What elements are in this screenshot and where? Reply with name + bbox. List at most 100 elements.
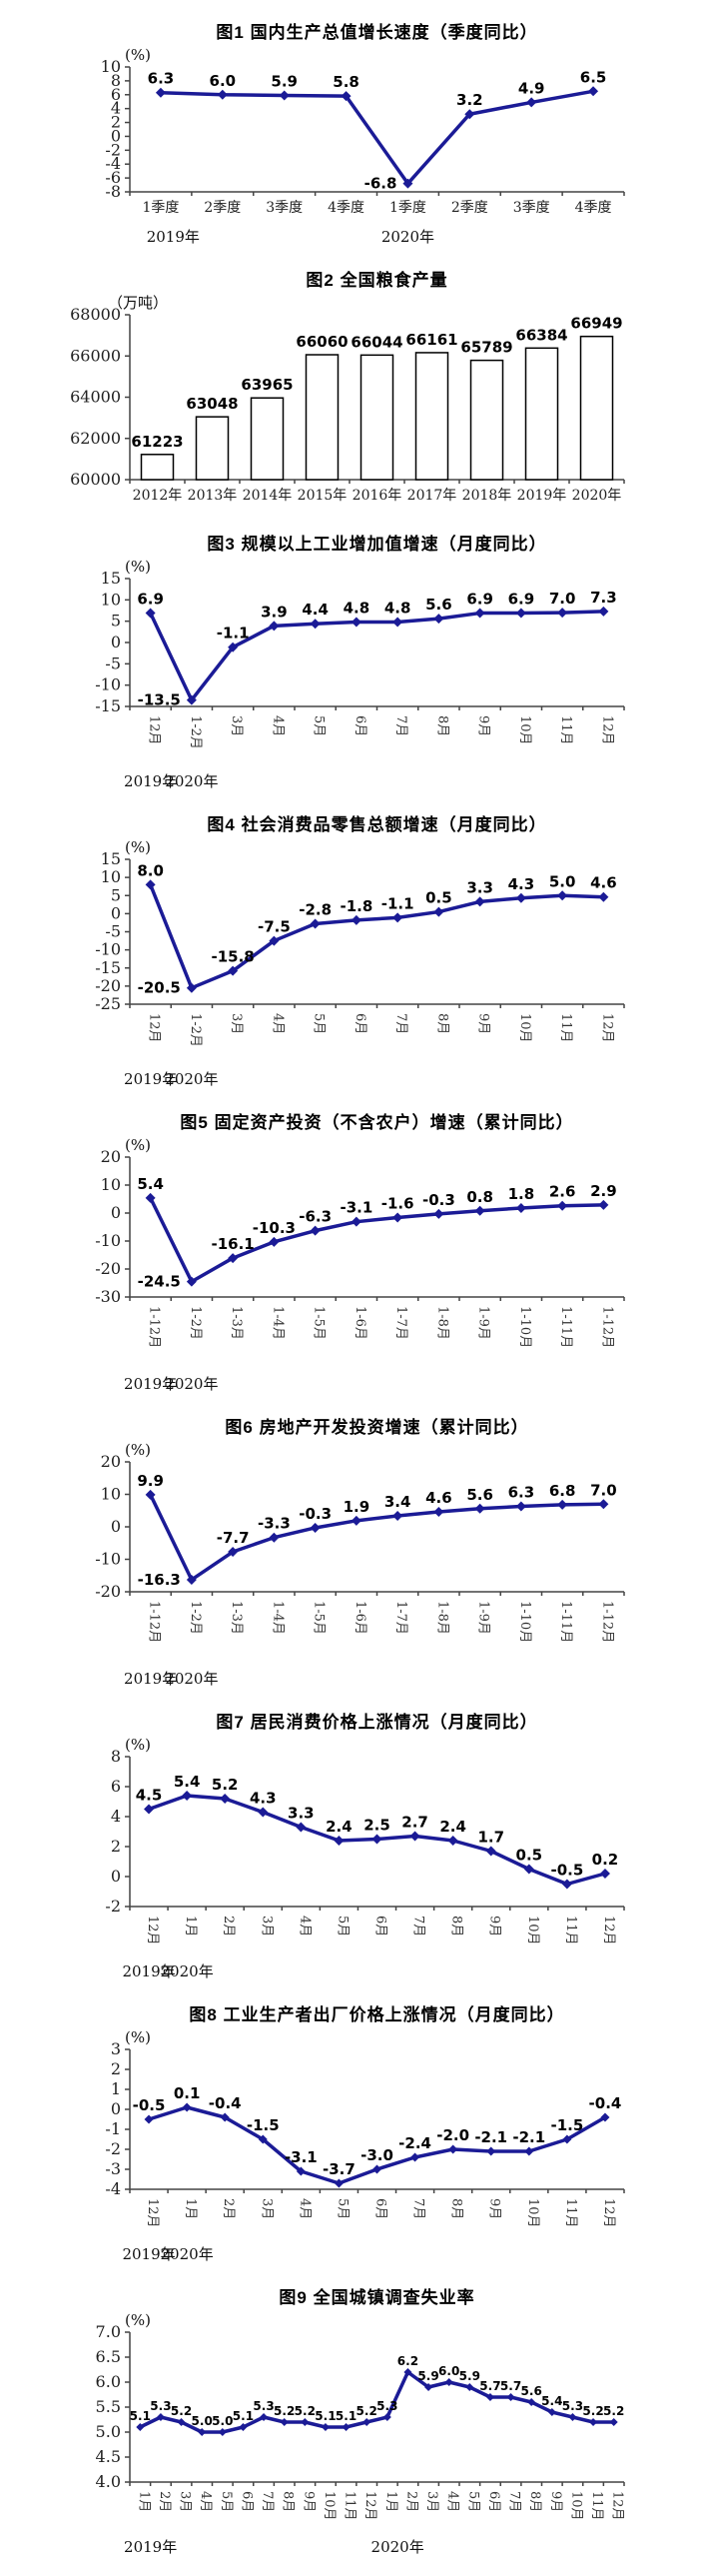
svg-text:3.9: 3.9 [261,603,288,621]
svg-text:5.0: 5.0 [212,2414,233,2428]
svg-text:4.3: 4.3 [250,1790,277,1808]
svg-text:-25: -25 [95,994,121,1013]
svg-text:5.3: 5.3 [376,2399,397,2413]
svg-text:5.2: 5.2 [212,1776,239,1794]
svg-text:1-8月: 1-8月 [434,1306,449,1340]
svg-text:2.9: 2.9 [590,1182,617,1200]
svg-text:4.5: 4.5 [136,1787,163,1805]
svg-text:1季度: 1季度 [389,200,426,216]
svg-text:10月: 10月 [525,2198,540,2228]
svg-text:6.9: 6.9 [508,591,535,609]
svg-text:62000: 62000 [70,429,121,448]
svg-text:-20.5: -20.5 [138,979,181,997]
svg-text:2015年: 2015年 [298,488,348,504]
svg-text:2月: 2月 [221,2198,236,2219]
svg-text:5.5: 5.5 [96,2397,121,2416]
svg-text:2: 2 [111,113,121,132]
svg-text:1-2月: 1-2月 [188,1601,203,1635]
chart-title: 图7 居民消费价格上涨情况（月度同比） [216,1713,538,1732]
svg-text:8月: 8月 [527,2491,542,2512]
svg-text:4月: 4月 [297,1916,312,1936]
svg-text:2020年: 2020年 [165,1070,218,1088]
svg-text:1-5月: 1-5月 [312,1601,327,1635]
svg-text:2月: 2月 [221,1916,236,1936]
svg-text:12月: 12月 [601,2198,616,2228]
chart-title: 图8 工业生产者出厂价格上涨情况（月度同比） [189,2005,565,2024]
svg-text:-1.5: -1.5 [550,2116,583,2134]
svg-text:12月: 12月 [599,715,614,745]
chart-fig4-retail-sales: 图4 社会消费品零售总额增速（月度同比） (%) 15 10 5 0 -5 -10 -15 -2… [0,810,710,1092]
svg-text:0: 0 [111,1867,121,1886]
svg-text:6.5: 6.5 [580,68,607,86]
svg-text:0: 0 [111,903,121,922]
svg-text:1季度: 1季度 [142,200,179,216]
svg-text:2019年: 2019年 [122,1962,175,1980]
svg-text:1-9月: 1-9月 [476,1306,491,1340]
svg-text:2016年: 2016年 [353,488,402,504]
svg-text:1-8月: 1-8月 [434,1601,449,1635]
svg-text:6月: 6月 [373,1916,388,1936]
svg-text:2019年: 2019年 [517,488,567,504]
svg-text:5.6: 5.6 [425,596,452,614]
svg-text:-6: -6 [105,168,121,187]
svg-text:7月: 7月 [260,2491,275,2512]
svg-text:2020年: 2020年 [165,1375,218,1393]
svg-text:2: 2 [111,1837,121,1856]
svg-text:-3.3: -3.3 [258,1515,291,1533]
svg-text:8月: 8月 [434,715,449,736]
svg-text:2012年: 2012年 [133,488,183,504]
svg-text:10月: 10月 [517,715,532,745]
svg-text:5.6: 5.6 [466,1486,493,1504]
chart-fig5-fixed-asset-investment: 图5 固定资产投资（不含农户）增速（累计同比） (%) 20 10 0 -10 -20 -3… [0,1108,710,1397]
svg-text:10: 10 [101,1175,121,1194]
svg-text:2.4: 2.4 [439,1818,466,1836]
svg-text:5.1: 5.1 [233,2409,254,2423]
svg-text:3.3: 3.3 [288,1805,315,1823]
svg-text:-10.3: -10.3 [253,1219,296,1237]
chart-fig8-ppi: 图8 工业生产者出厂价格上涨情况（月度同比） (%) 3 2 1 0 -1 -2 -3 -4 -0… [0,2000,710,2267]
svg-text:4月: 4月 [270,1013,285,1034]
svg-text:5.7: 5.7 [479,2379,500,2393]
svg-text:1-3月: 1-3月 [229,1306,244,1340]
svg-text:66949: 66949 [570,315,622,333]
svg-text:8月: 8月 [434,1013,449,1034]
svg-text:1-11月: 1-11月 [558,1306,573,1348]
svg-text:-1.1: -1.1 [217,625,250,643]
svg-text:1-11月: 1-11月 [558,1601,573,1643]
svg-text:1月: 1月 [183,2198,198,2219]
svg-text:4.6: 4.6 [590,874,617,892]
chart-fig9-unemployment-rate: 图9 全国城镇调查失业率 (%) 7.0 6.5 6.0 5.5 5.0 4.5 4.0 5.1… [0,2283,710,2560]
svg-text:1-6月: 1-6月 [353,1601,367,1635]
svg-text:-6.8: -6.8 [364,175,397,193]
svg-text:10: 10 [101,1485,121,1504]
svg-text:3.4: 3.4 [384,1493,411,1511]
svg-text:6.8: 6.8 [549,1482,576,1500]
svg-text:6月: 6月 [353,715,367,736]
svg-text:11月: 11月 [563,2198,578,2228]
svg-text:9月: 9月 [476,715,491,736]
svg-text:(%): (%) [125,2028,151,2046]
svg-text:-0.5: -0.5 [550,1862,583,1880]
svg-text:3月: 3月 [259,1916,274,1936]
chart-title: 图2 全国粮食产量 [306,271,448,290]
svg-text:8.0: 8.0 [137,861,164,879]
chart-canvas: (%)20 10 0 -10 -20 9.9 -16.3 -7.7 -3.3 -0.3 1.9 3.4… [95,1441,625,1688]
svg-text:7月: 7月 [507,2491,522,2512]
svg-text:3月: 3月 [178,2491,193,2512]
svg-text:1-12月: 1-12月 [599,1306,614,1348]
svg-text:1-6月: 1-6月 [353,1306,367,1340]
svg-text:6: 6 [111,85,121,104]
svg-text:9月: 9月 [487,2198,502,2219]
svg-text:-20: -20 [95,1582,121,1601]
svg-text:4月: 4月 [270,715,285,736]
svg-text:20: 20 [101,1147,121,1166]
svg-text:12月: 12月 [147,715,162,745]
svg-text:10: 10 [101,867,121,886]
svg-text:2020年: 2020年 [371,2538,424,2556]
svg-text:5.7: 5.7 [500,2379,521,2393]
svg-text:(%): (%) [125,1136,151,1154]
svg-text:11月: 11月 [563,1916,578,1945]
svg-text:-15.8: -15.8 [212,948,255,966]
